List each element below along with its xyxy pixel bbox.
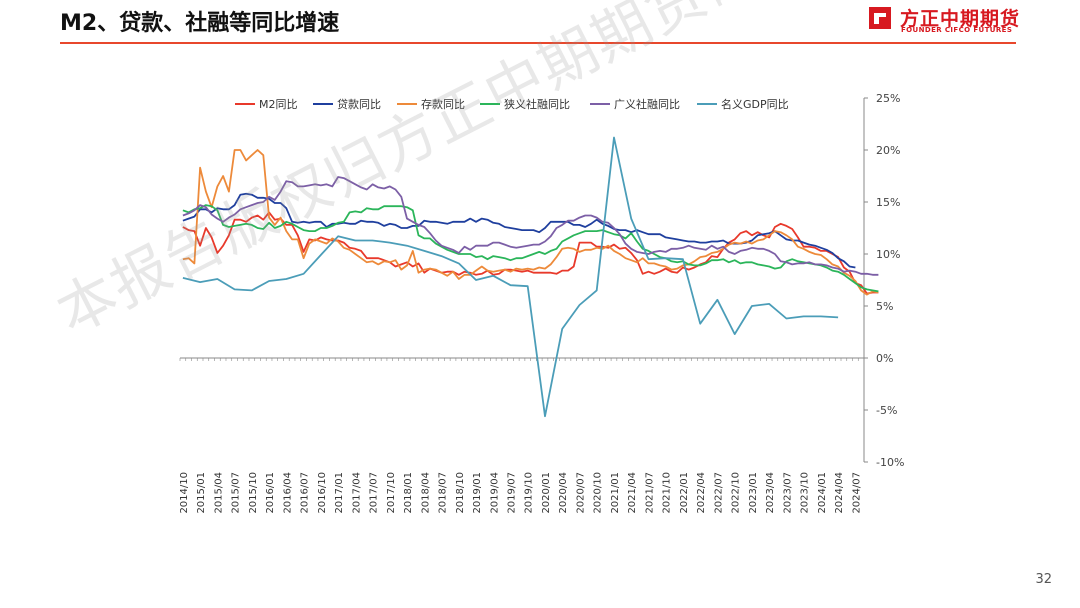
- x-tick-label: 2020/10: [593, 472, 604, 514]
- y-tick-label: -10%: [876, 456, 904, 469]
- x-tick-label: 2023/01: [748, 472, 759, 514]
- x-tick-label: 2015/04: [213, 472, 224, 514]
- y-tick-label: 15%: [876, 196, 900, 209]
- legend-label: M2同比: [259, 98, 298, 111]
- x-tick-label: 2020/04: [558, 472, 569, 514]
- page-number: 32: [1035, 572, 1052, 587]
- x-tick-label: 2016/04: [282, 472, 293, 514]
- x-tick-label: 2019/07: [507, 472, 518, 514]
- legend-label: 名义GDP同比: [721, 97, 789, 111]
- y-tick-label: 5%: [876, 300, 893, 313]
- x-tick-label: 2016/10: [317, 472, 328, 514]
- x-tick-label: 2024/01: [817, 472, 828, 514]
- x-tick-label: 2018/10: [455, 472, 466, 514]
- series-line: [182, 176, 879, 276]
- x-tick-label: 2018/04: [420, 472, 431, 514]
- x-tick-label: 2022/10: [731, 472, 742, 514]
- legend-label: 狭义社融同比: [504, 97, 570, 111]
- logo-mark-icon: [869, 7, 891, 29]
- x-tick-label: 2023/04: [765, 472, 776, 514]
- x-tick-label: 2024/04: [834, 472, 845, 514]
- x-tick-label: 2021/04: [627, 472, 638, 514]
- x-tick-label: 2022/04: [696, 472, 707, 514]
- x-tick-label: 2023/07: [782, 472, 793, 514]
- y-tick-label: -5%: [876, 404, 897, 417]
- logo-text: 方正中期期货: [900, 8, 1021, 30]
- x-tick-label: 2020/01: [541, 472, 552, 514]
- x-tick-label: 2022/01: [679, 472, 690, 514]
- x-tick-label: 2021/10: [662, 472, 673, 514]
- x-tick-label: 2016/01: [265, 472, 276, 514]
- brand-logo: 方正中期期货 FOUNDER CIFCO FUTURES: [868, 4, 1028, 38]
- y-tick-label: 20%: [876, 144, 900, 157]
- x-tick-label: 2023/10: [800, 472, 811, 514]
- series-line: [182, 204, 879, 293]
- logo-subtext: FOUNDER CIFCO FUTURES: [901, 26, 1013, 34]
- x-tick-label: 2019/04: [489, 472, 500, 514]
- x-tick-label: 2015/01: [196, 472, 207, 514]
- y-tick-label: 25%: [876, 92, 900, 105]
- page-title: M2、贷款、社融等同比增速: [60, 11, 340, 36]
- x-tick-label: 2020/07: [575, 472, 586, 514]
- legend-label: 广义社融同比: [614, 97, 680, 111]
- legend-label: 存款同比: [421, 97, 465, 111]
- x-tick-label: 2017/10: [386, 472, 397, 514]
- x-tick-label: 2019/01: [472, 472, 483, 514]
- x-tick-label: 2024/07: [851, 472, 862, 514]
- series-line: [182, 192, 856, 269]
- x-tick-label: 2018/01: [403, 472, 414, 514]
- legend-label: 贷款同比: [337, 97, 381, 111]
- y-tick-label: 0%: [876, 352, 893, 365]
- x-tick-label: 2017/04: [351, 472, 362, 514]
- x-tick-label: 2015/10: [248, 472, 259, 514]
- x-tick-label: 2022/07: [713, 472, 724, 514]
- x-tick-label: 2019/10: [524, 472, 535, 514]
- x-tick-label: 2014/10: [179, 472, 190, 514]
- x-tick-label: 2021/07: [644, 472, 655, 514]
- series-line: [182, 149, 879, 296]
- y-tick-label: 10%: [876, 248, 900, 261]
- x-tick-label: 2015/07: [231, 472, 242, 514]
- title-divider: [60, 42, 1016, 44]
- x-tick-label: 2017/07: [369, 472, 380, 514]
- x-tick-label: 2021/01: [610, 472, 621, 514]
- x-tick-label: 2017/01: [334, 472, 345, 514]
- x-tick-label: 2018/07: [438, 472, 449, 514]
- series-line: [182, 136, 839, 418]
- x-tick-label: 2016/07: [300, 472, 311, 514]
